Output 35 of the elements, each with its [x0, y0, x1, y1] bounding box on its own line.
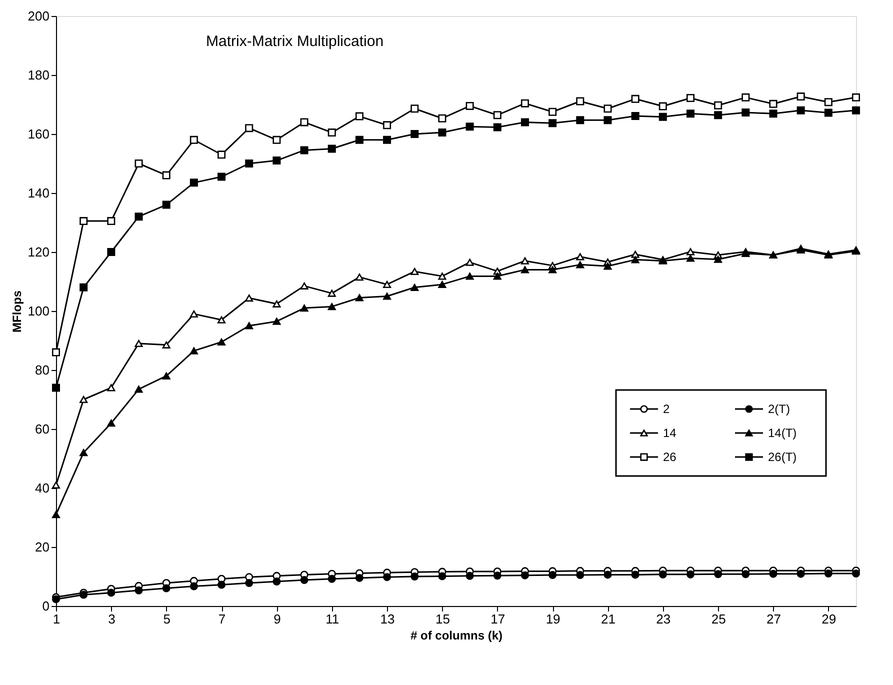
text: Matrix-Matrix Multiplication: [206, 33, 384, 50]
y-tick-label: 80: [35, 362, 50, 378]
x-tick-label: 19: [546, 612, 560, 626]
x-tick-label: 17: [490, 612, 506, 626]
x-tick-label: 3: [108, 612, 116, 626]
legend-label: 14: [663, 426, 677, 440]
y-tick-label: 160: [28, 126, 50, 142]
y-tick-label: 40: [35, 480, 50, 496]
x-axis-title: # of columns (k): [410, 628, 503, 642]
y-tick-label: 60: [35, 422, 50, 436]
y-tick-label: 20: [35, 540, 50, 554]
y-tick-label: 100: [28, 304, 50, 318]
y-tick-label: 0: [42, 598, 50, 614]
x-tick-label: 25: [711, 612, 726, 626]
y-axis-title: MFlops: [10, 290, 24, 332]
x-tick-label: 9: [274, 612, 281, 626]
x-tick-label: 1: [52, 612, 60, 626]
y-tick-label: 120: [28, 244, 50, 260]
y-tick-label: 180: [28, 68, 50, 82]
legend-label: 2: [663, 402, 670, 416]
legend-label: 14(T): [768, 426, 797, 440]
y-tick-label: 140: [28, 186, 50, 200]
y-tick-label: 200: [28, 8, 50, 24]
x-tick-label: 13: [380, 612, 395, 626]
x-tick-label: 15: [435, 612, 450, 626]
legend-label: 2(T): [768, 402, 790, 416]
x-tick-label: 29: [822, 612, 836, 626]
x-tick-label: 23: [656, 612, 671, 626]
x-tick-label: 27: [766, 612, 781, 626]
x-tick-label: 11: [326, 612, 340, 626]
legend-label: 26(T): [768, 450, 797, 464]
x-tick-label: 5: [163, 612, 170, 626]
x-tick-label: 21: [600, 612, 616, 626]
legend-label: 26: [663, 450, 677, 464]
x-tick-label: 7: [218, 612, 226, 626]
